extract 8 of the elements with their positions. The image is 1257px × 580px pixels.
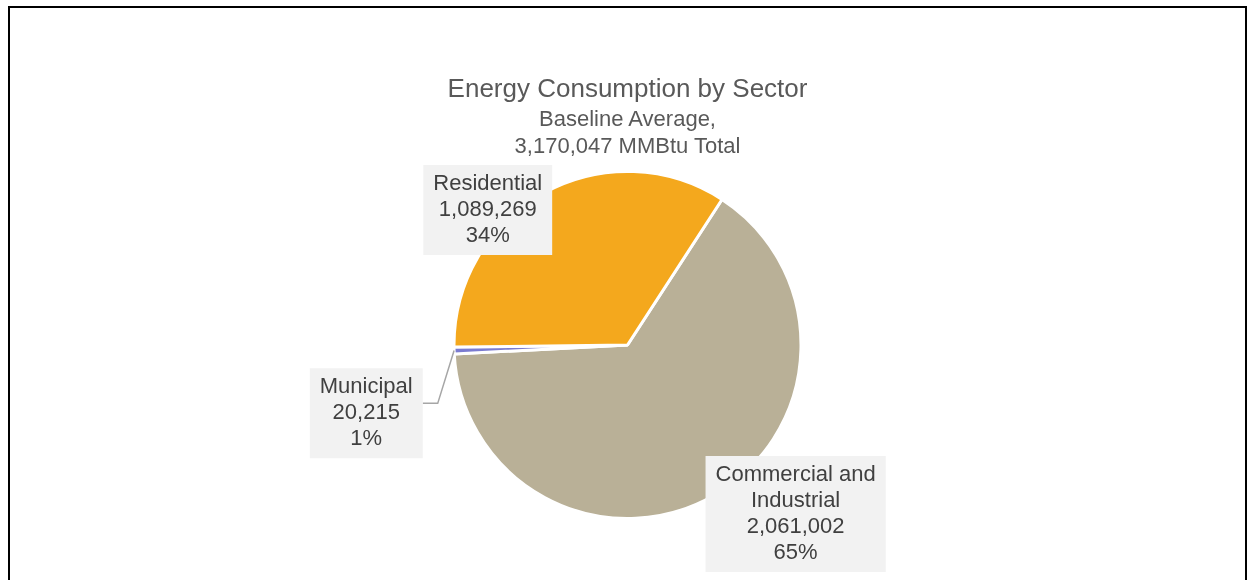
- slice-label: Municipal: [319, 373, 413, 399]
- data-label: 20,215 1%: [332, 399, 400, 451]
- data-label: 1,089,269 34%: [438, 196, 537, 248]
- slice-label: Residential: [433, 170, 543, 196]
- slice-label: Commercial and Industrial: [715, 461, 876, 513]
- data-label: 2,061,002 65%: [746, 513, 845, 565]
- chart-subtitle: Baseline Average, 3,170,047 MMBtu Total: [514, 106, 741, 158]
- chart-title: Energy Consumption by Sector: [447, 72, 808, 103]
